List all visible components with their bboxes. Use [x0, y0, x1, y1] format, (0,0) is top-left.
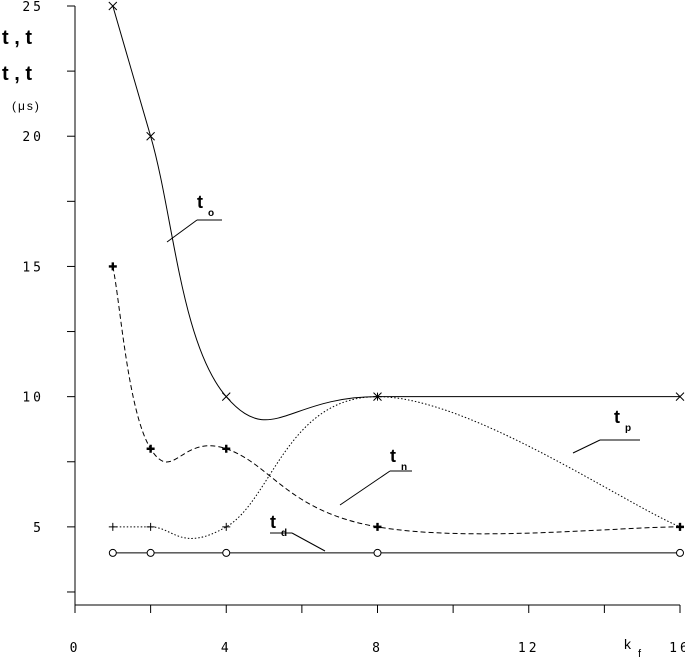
point-plus-marker — [222, 522, 231, 531]
series-label-name: t — [197, 192, 203, 212]
y-tick-label: 5 — [33, 521, 44, 536]
series-line-n — [112, 266, 681, 535]
point-x-marker — [108, 1, 118, 11]
y-axis-label-line-1: t , t — [2, 27, 32, 49]
point-plus-marker — [373, 392, 382, 401]
series-d — [108, 548, 684, 557]
label-leader — [339, 470, 391, 506]
series-label-name: t — [390, 446, 396, 466]
series-label-n: tn — [339, 446, 412, 506]
point-plus-bold-marker — [373, 522, 382, 531]
label-leader — [166, 219, 198, 243]
x-axis-label-main: k — [624, 636, 632, 652]
x-axis-label-sub: f — [638, 648, 642, 660]
point-x-marker — [221, 392, 231, 402]
point-plus-bold-marker — [108, 262, 117, 271]
series-o — [108, 1, 685, 421]
point-x-marker — [675, 392, 685, 402]
series-label-sub: o — [208, 208, 214, 219]
point-circle-marker — [222, 548, 231, 557]
point-plus-bold-marker — [146, 444, 155, 453]
point-plus-bold-marker — [222, 444, 231, 453]
y-tick-label: 20 — [22, 130, 44, 145]
series-label-d: td — [270, 512, 326, 552]
y-tick-label: 25 — [22, 0, 44, 15]
x-axis-label: k f — [624, 636, 642, 660]
x-tick-label: 12 — [518, 641, 540, 656]
y-tick-label: 10 — [22, 391, 44, 406]
point-circle-marker — [373, 548, 382, 557]
series-label-p: tp — [572, 407, 640, 454]
point-plus-marker — [146, 522, 155, 531]
x-tick-label: 8 — [372, 641, 383, 656]
point-x-marker — [146, 131, 155, 141]
series-label-name: t — [614, 407, 620, 427]
series-labels: totntptd — [166, 192, 640, 552]
point-plus-marker — [676, 522, 684, 531]
series-label-o: to — [166, 192, 222, 243]
x-tick-label: 4 — [221, 641, 232, 656]
y-tick-label: 15 — [22, 260, 44, 275]
series-label-sub: p — [625, 423, 631, 434]
series-n — [108, 262, 684, 535]
x-tick-label: 16 — [669, 641, 685, 656]
y-axis-label-line-2: t , t — [2, 63, 32, 85]
label-leader — [572, 439, 601, 454]
point-circle-marker — [676, 548, 684, 557]
series-line-p — [112, 396, 681, 539]
point-plus-marker — [108, 522, 117, 531]
series-label-sub: n — [401, 462, 407, 473]
series-line-o — [112, 5, 680, 421]
axes — [74, 6, 680, 606]
series-layer — [108, 1, 685, 557]
y-axis-unit: (μs) — [12, 99, 41, 113]
point-circle-marker — [108, 548, 117, 557]
label-leader — [291, 532, 326, 552]
series-label-name: t — [270, 512, 276, 532]
series-p — [108, 392, 684, 539]
y-axis-label: t , t t , t (μs) — [2, 27, 41, 113]
tick-marks: 0 4 8 12 16 5 10 15 20 25 — [22, 0, 685, 656]
x-tick-label: 0 — [70, 641, 81, 656]
point-circle-marker — [146, 548, 155, 557]
